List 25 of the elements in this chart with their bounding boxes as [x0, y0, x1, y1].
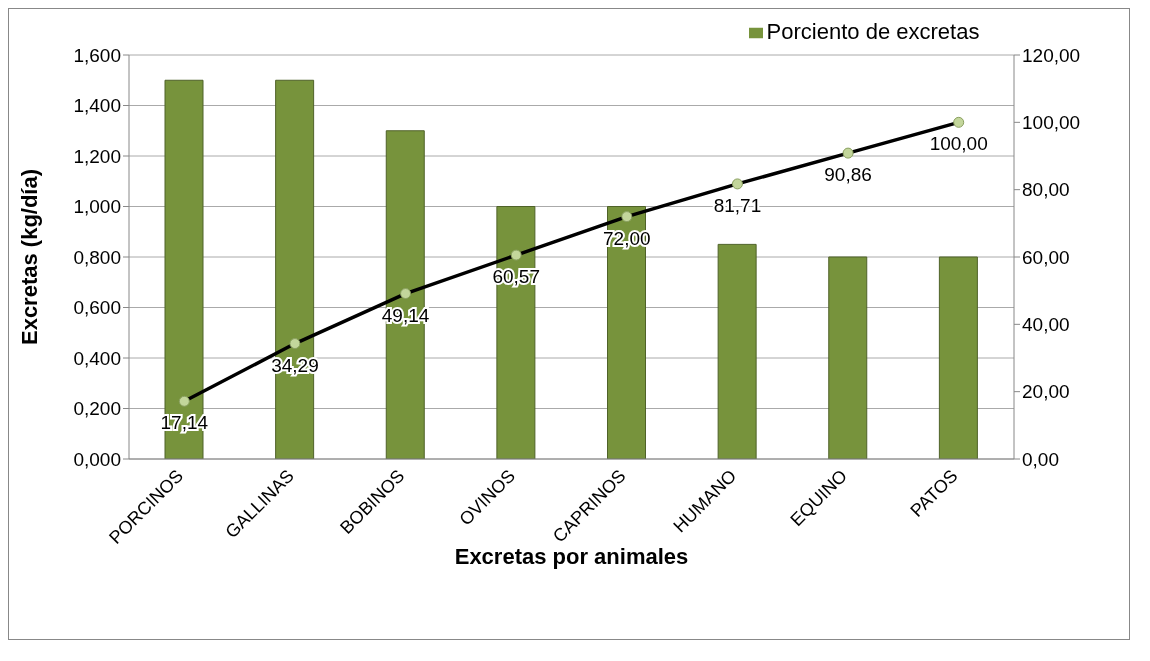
y-tick-label: 0,600 — [73, 297, 121, 319]
x-axis-title: Excretas por animales — [454, 544, 689, 569]
y-tick-label: 0,800 — [73, 246, 121, 268]
y2-tick-label: 40,00 — [1022, 314, 1070, 336]
data-label: 100,00 — [929, 133, 988, 155]
y-tick-label: 1,000 — [73, 196, 121, 218]
y-tick-label: 1,600 — [73, 44, 121, 66]
y-tick-label: 0,200 — [73, 398, 121, 420]
y-tick-label: 0,000 — [73, 448, 121, 470]
y2-tick-label: 0,00 — [1022, 448, 1059, 470]
y2-tick-label: 80,00 — [1022, 179, 1070, 201]
data-label: 81,71 — [713, 194, 762, 216]
y2-tick-label: 120,00 — [1022, 44, 1081, 66]
legend-label: Porciento de excretas — [766, 19, 980, 44]
y2-tick-label: 100,00 — [1022, 112, 1081, 134]
y-tick-label: 0,400 — [73, 347, 121, 369]
y-tick-label: 1,200 — [73, 145, 121, 167]
y-axis-title: Excretas (kg/día) — [16, 168, 42, 346]
data-label: 90,86 — [824, 164, 872, 186]
bar — [717, 243, 757, 459]
y-tick-label: 1,400 — [73, 95, 121, 117]
y2-tick-label: 60,00 — [1022, 246, 1070, 268]
bar — [938, 256, 978, 459]
bar — [828, 256, 868, 459]
y2-tick-label: 20,00 — [1022, 381, 1070, 403]
